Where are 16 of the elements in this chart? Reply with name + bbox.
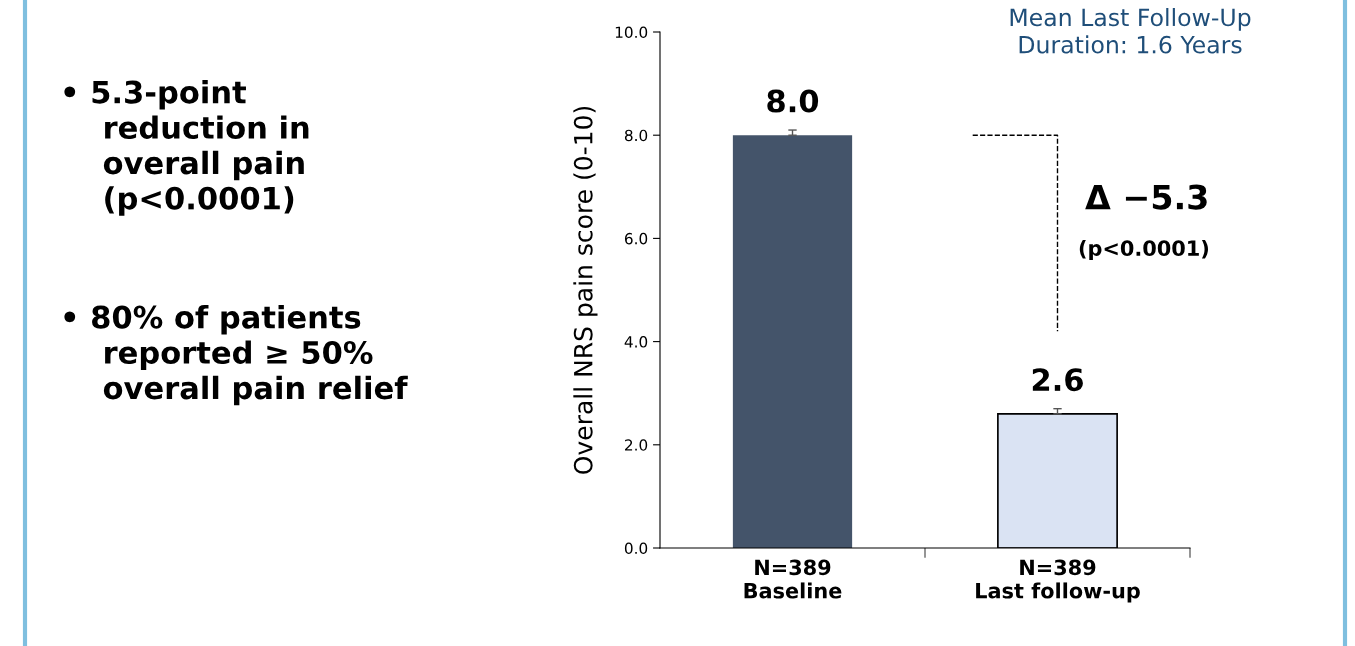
y-tick-label: 0.0 [624,542,648,555]
annotation: Mean Last Follow-Up Duration: 1.6 Years [1010,8,1251,54]
y-axis-title: Overall NRS pain score (0-10) [573,106,598,474]
annotation: Δ −5.3 [1085,184,1207,210]
text: • 5.3-point reduction in overall pain (p<0.0001) [64,80,309,216]
y-tick-label: 2.0 [625,439,648,451]
y-tick-label: 10.0 [615,26,648,39]
y-tick-label: 6.0 [624,232,648,245]
y-tick-label: 4.0 [624,336,648,348]
annotation: (p<0.0001) [1079,239,1209,261]
y-tick-label: 8.0 [624,129,648,142]
x-tick-label: N=389 Last follow-up [976,559,1140,603]
text: • 80% of patients reported ≥ 50% overall pain relief [64,305,408,406]
x-tick-label: N=389 Baseline [744,559,842,599]
data-label: 2.6 [1032,368,1083,392]
data-label: 8.0 [767,89,819,113]
